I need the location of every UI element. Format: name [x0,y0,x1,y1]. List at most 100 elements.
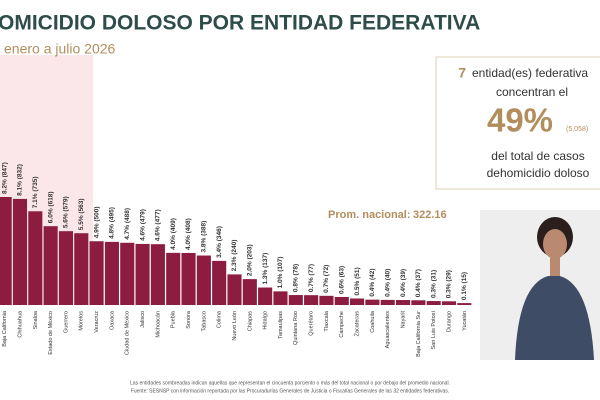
x-tick-label: Nuevo León [232,311,238,341]
value-label: 0.4% (40) [384,269,391,297]
callout-text: concentran el [496,85,568,99]
callout-count: 7 [458,65,466,81]
x-tick-label: Guerrero [63,311,69,333]
value-label: 4.6% (479) [139,209,146,241]
value-label: 5.5% (563) [78,198,85,230]
value-label: 5.6% (579) [63,196,70,228]
value-label: 6.0% (618) [47,191,54,223]
bar [258,287,273,305]
x-tick-label: Ciudad de México [125,311,131,355]
chart-subtitle: enero a julio 2026 [4,41,116,57]
callout-text: dehomicidio doloso [487,166,590,180]
x-tick-label: Colima [217,310,223,328]
callout-share: 49% [487,102,553,139]
x-tick-label: Tamaulipas [278,311,284,339]
bar [74,233,89,305]
x-tick-label: Sinaloa [33,310,39,329]
value-label: 0.4% (37) [415,269,422,297]
value-label: 4.0% (408) [185,218,192,250]
callout-text: entidad(es) federativa [472,66,588,80]
value-label: 1.3% (137) [262,253,269,285]
x-tick-label: Querétaro [309,311,315,336]
bar [181,252,196,305]
x-tick-label: Morelos [79,311,85,331]
bar [365,299,380,305]
bar [273,291,288,305]
bar [334,296,349,305]
bar [288,295,303,305]
x-tick-label: Oaxaca [109,310,115,330]
value-label: 0.7% (72) [323,265,330,293]
value-label: 8.1% (832) [17,164,24,196]
photo-body [515,276,594,360]
x-tick-label: Michoacán [155,311,161,338]
x-tick-label: Sonora [186,310,192,329]
value-label: 4.6% (477) [155,209,162,241]
value-label: 8.2% (847) [1,162,8,194]
photo-face [543,229,567,259]
x-tick-label: Veracruz [94,311,100,333]
x-tick-label: Zacatecas [355,311,361,337]
value-label: 7.1% (735) [32,176,39,208]
value-label: 4.0% (409) [170,218,177,250]
bar [396,300,411,305]
bar [150,244,165,305]
value-label: 0.3% (31) [430,270,437,298]
bar [196,255,211,305]
chart-title: OMICIDIO DOLOSO POR ENTIDAD FEDERATIVA [0,12,480,35]
value-label: 3.4% (346) [216,226,223,258]
value-label: 0.4% (42) [369,268,376,296]
bar [166,252,181,305]
bar [120,242,135,305]
callout-box [435,56,600,190]
average-value: 322.16 [413,209,447,221]
x-tick-label: Yucatán [462,311,468,331]
bar [12,198,28,305]
x-tick-label: Baja California [2,310,8,347]
bar [0,197,12,305]
bar [426,301,441,305]
bar [457,303,472,305]
value-label: 0.7% (77) [308,264,315,292]
x-tick-label: Baja California Sur [416,311,422,357]
value-label: 2.0% (203) [247,244,254,276]
bar [242,279,257,305]
x-tick-label: Puebla [171,310,177,328]
bar [304,295,319,305]
x-tick-label: Hidalgo [263,311,269,330]
bar [104,241,119,305]
value-label: 0.5% (51) [354,267,361,295]
x-tick-label: Nayarit [401,311,407,329]
bar [28,211,43,305]
x-tick-label: Durango [446,311,452,332]
x-tick-label: Tlaxcala [324,310,330,331]
presenter-photo [480,210,600,360]
x-tick-label: Aguascalientes [385,311,391,349]
bar [135,243,150,305]
x-tick-label: Tabasco [201,311,207,332]
value-label: 4.8% (495) [109,207,116,239]
bar [411,300,426,305]
x-tick-label: Estado de México [48,311,54,355]
bar [58,231,73,305]
callout-total: (5,058) [566,126,588,133]
bar [441,301,457,305]
value-label: 4.9% (500) [93,206,100,238]
x-tick-label: Coahuila [370,310,376,333]
x-tick-label: Chihuahua [17,310,23,338]
x-tick-label: Chiapas [247,311,253,331]
bar [89,241,104,305]
value-label: 2.3% (240) [231,240,238,272]
photo-neck [550,258,560,276]
average-label: Prom. nacional: [328,209,411,221]
bar [43,226,58,305]
callout-text: del total de casos [491,149,584,163]
value-label: 0.8% (78) [293,264,300,292]
value-label: 0.6% (63) [338,266,345,294]
footnote: Fuente: SESNSP con información reportada… [131,388,449,394]
value-label: 3.8% (388) [201,221,208,253]
value-label: 1.0% (107) [277,257,284,289]
value-label: 4.7% (488) [124,208,131,240]
x-tick-label: San Luis Potosí [431,311,437,350]
